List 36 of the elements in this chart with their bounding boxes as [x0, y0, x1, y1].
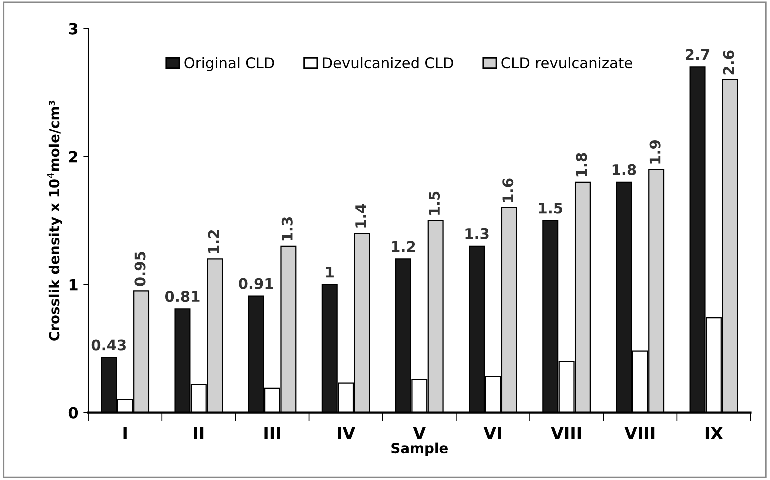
legend-label: Devulcanized CLD	[323, 57, 454, 69]
x-tick-label: IX	[706, 427, 724, 440]
data-label: 1.2	[392, 241, 416, 252]
data-label: 2.7	[686, 49, 710, 60]
data-label: 1.4	[356, 204, 366, 228]
data-label: 0.81	[165, 291, 200, 302]
data-label: 1.6	[502, 178, 514, 202]
x-tick-label: IV	[338, 427, 356, 440]
data-label: 0.95	[134, 252, 146, 286]
x-tick-label: V	[413, 427, 426, 440]
data-label: 1.5	[539, 202, 563, 214]
x-tick-label: III	[264, 427, 280, 440]
x-tick-label: VIII	[624, 427, 655, 440]
legend-label: CLD revulcanizate	[502, 57, 632, 69]
data-label: 0.43	[92, 340, 126, 351]
legend-label: Original CLD	[184, 57, 274, 72]
x-axis-title: Sample	[392, 442, 448, 456]
data-label: 1	[326, 266, 334, 278]
x-tick-label: VIII	[551, 427, 582, 440]
data-label: 1.3	[466, 228, 489, 240]
y-tick-label: 2	[69, 151, 78, 163]
data-label: 1.8	[576, 153, 588, 177]
data-label: 0.91	[239, 278, 274, 290]
y-tick-label: 1	[70, 279, 78, 291]
y-tick-label: 0	[68, 407, 78, 419]
y-axis-title: Crosslik density x 10$^{4}$mole/cm³	[47, 100, 62, 341]
y-tick-label: 3	[69, 23, 78, 35]
data-label: 1.5	[429, 192, 440, 215]
x-tick-label: II	[194, 427, 204, 440]
x-tick-label: VI	[484, 427, 502, 440]
data-label: 1.3	[282, 218, 293, 241]
data-label: 1.2	[208, 230, 220, 254]
data-label: 1.8	[612, 164, 636, 176]
x-tick-label: I	[124, 427, 127, 440]
data-label: 1.9	[650, 140, 661, 164]
data-label: 2.6	[723, 50, 734, 75]
